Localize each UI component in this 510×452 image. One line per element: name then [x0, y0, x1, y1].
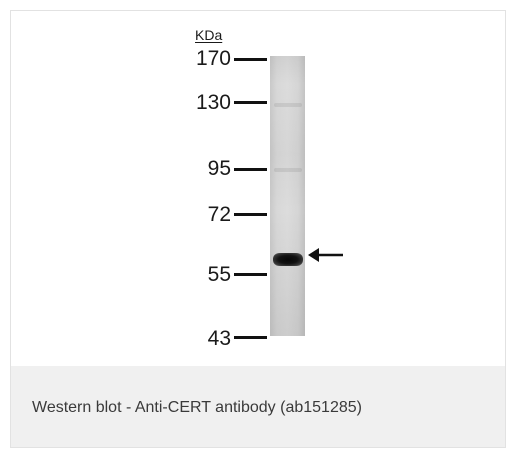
- marker-label-170: 170: [195, 47, 231, 70]
- marker-label-43: 43: [207, 327, 231, 350]
- faint-band: [274, 103, 302, 107]
- western-blot-figure: KDa 170 130 95 72 55 43: [11, 11, 505, 366]
- marker-label-72: 72: [207, 203, 231, 226]
- marker-tick-130: [234, 101, 267, 104]
- unit-label: KDa: [195, 27, 223, 43]
- marker-tick-55: [234, 273, 267, 276]
- gel-lane: [270, 56, 305, 336]
- figure-caption: Western blot - Anti-CERT antibody (ab151…: [32, 399, 362, 416]
- image-card: KDa 170 130 95 72 55 43 Western blot - A…: [10, 10, 506, 448]
- marker-label-55: 55: [207, 263, 231, 286]
- marker-tick-43: [234, 336, 267, 339]
- marker-tick-95: [234, 168, 267, 171]
- faint-band: [274, 168, 302, 172]
- caption-bar: Western blot - Anti-CERT antibody (ab151…: [11, 366, 505, 447]
- marker-label-95: 95: [207, 157, 231, 180]
- left-arrow-icon: [308, 248, 343, 262]
- detected-band: [273, 253, 303, 266]
- marker-tick-72: [234, 213, 267, 216]
- lane-background: [270, 56, 305, 336]
- marker-label-130: 130: [195, 91, 231, 114]
- marker-tick-170: [234, 58, 267, 61]
